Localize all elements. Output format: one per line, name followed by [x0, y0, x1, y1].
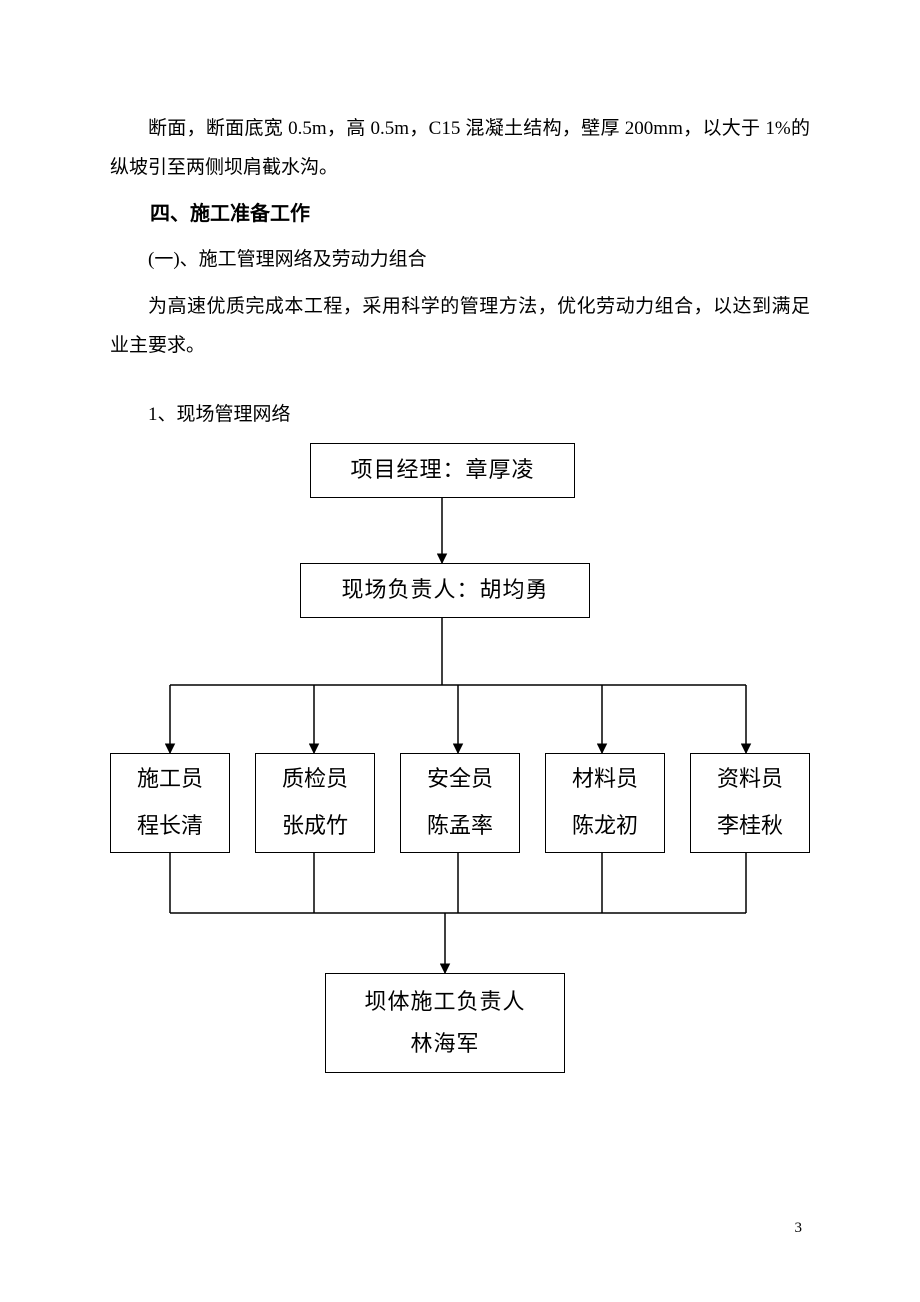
role-name: 程长清 — [137, 803, 203, 849]
role-title: 材料员 — [572, 756, 638, 802]
subsection-heading: (一)、施工管理网络及劳动力组合 — [110, 241, 810, 280]
paragraph: 为高速优质完成本工程，采用科学的管理方法，优化劳动力组合，以达到满足业主要求。 — [110, 288, 810, 366]
node-label: 项目经理：章厚凌 — [350, 449, 534, 491]
role-title: 质检员 — [282, 756, 348, 802]
node-construction-lead: 坝体施工负责人 林海军 — [325, 973, 565, 1073]
role-name: 陈龙初 — [572, 803, 638, 849]
org-flowchart: 项目经理：章厚凌 现场负责人：胡均勇 施工员程长清质检员张成竹安全员陈孟率材料员… — [110, 443, 810, 1103]
node-title: 坝体施工负责人 — [364, 981, 525, 1023]
role-name: 张成竹 — [282, 803, 348, 849]
node-site-lead: 现场负责人：胡均勇 — [300, 563, 590, 618]
role-title: 施工员 — [137, 756, 203, 802]
paragraph: 断面，断面底宽 0.5m，高 0.5m，C15 混凝土结构，壁厚 200mm，以… — [110, 110, 810, 188]
role-title: 安全员 — [427, 756, 493, 802]
role-name: 陈孟率 — [427, 803, 493, 849]
section-heading-4: 四、施工准备工作 — [110, 194, 810, 235]
list-item-heading: 1、现场管理网络 — [110, 396, 810, 435]
role-box: 材料员陈龙初 — [545, 753, 665, 853]
role-title: 资料员 — [717, 756, 783, 802]
role-box: 安全员陈孟率 — [400, 753, 520, 853]
role-box: 质检员张成竹 — [255, 753, 375, 853]
role-name: 李桂秋 — [717, 803, 783, 849]
node-label: 现场负责人：胡均勇 — [341, 569, 548, 611]
node-project-manager: 项目经理：章厚凌 — [310, 443, 575, 498]
role-box: 施工员程长清 — [110, 753, 230, 853]
document-page: 断面，断面底宽 0.5m，高 0.5m，C15 混凝土结构，壁厚 200mm，以… — [0, 0, 920, 1302]
node-name: 林海军 — [410, 1023, 479, 1065]
role-box: 资料员李桂秋 — [690, 753, 810, 853]
role-row: 施工员程长清质检员张成竹安全员陈孟率材料员陈龙初资料员李桂秋 — [110, 753, 810, 853]
page-number: 3 — [795, 1213, 803, 1244]
